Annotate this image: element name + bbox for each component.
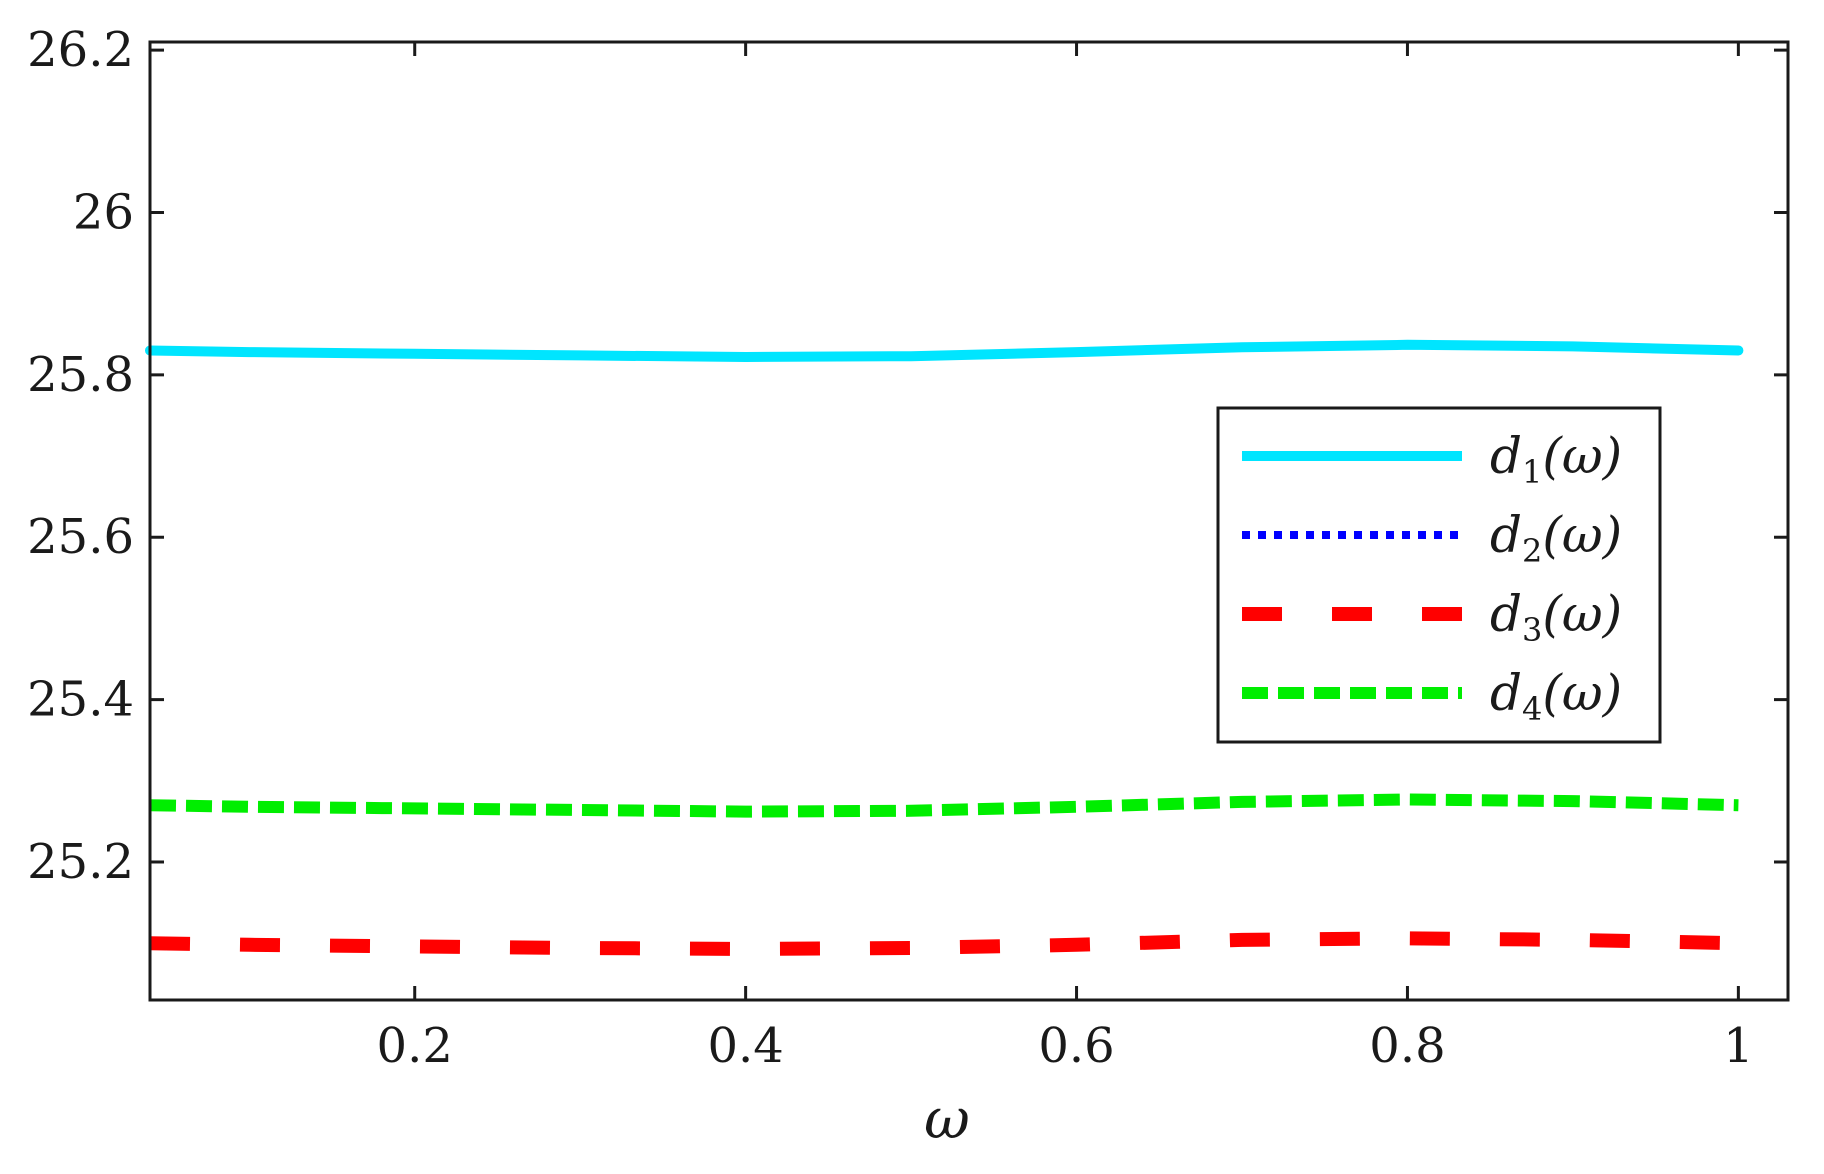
y-tick-label: 25.6 (27, 509, 134, 565)
series-line-d4 (149, 793, 1739, 818)
series-layer (145, 339, 1744, 956)
legend-label-argument: (ω) (1542, 506, 1622, 564)
legend-label-argument: (ω) (1542, 664, 1622, 722)
ticks-layer: 0.2 0.4 0.6 0.8 1 25.2 25.4 25.6 25.8 26 26.2 (27, 22, 1788, 1074)
legend: d1(ω)d2(ω)d3(ω)d4(ω) (1216, 406, 1662, 744)
legend-label-d3: d3(ω) (1490, 585, 1622, 649)
legend-label-subscript: 2 (1522, 532, 1542, 570)
y-tick-label: 26.2 (27, 22, 134, 78)
legend-label-subscript: 3 (1522, 611, 1542, 649)
y-tick-label: 25.2 (27, 834, 134, 890)
legend-label-d1: d1(ω) (1490, 427, 1622, 491)
series-line-d1 (145, 339, 1744, 362)
legend-box (1216, 406, 1662, 744)
x-tick-label: 0.2 (377, 1018, 453, 1074)
x-tick-label: 0.8 (1369, 1018, 1445, 1074)
legend-label-subscript: 4 (1522, 690, 1542, 728)
series-line-d3 (149, 931, 1739, 956)
legend-label-base: d (1490, 585, 1522, 643)
legend-label-subscript: 1 (1522, 453, 1542, 491)
legend-label-base: d (1490, 664, 1522, 722)
y-tick-label: 26 (73, 184, 134, 240)
x-tick-label: 0.6 (1038, 1018, 1114, 1074)
plot-frame (148, 40, 1790, 1002)
legend-label-d4: d4(ω) (1490, 664, 1622, 728)
legend-label-argument: (ω) (1542, 585, 1622, 643)
legend-label-argument: (ω) (1542, 427, 1622, 485)
legend-label-base: d (1490, 506, 1522, 564)
y-tick-label: 25.4 (27, 672, 134, 728)
x-axis-label: ω (924, 1087, 970, 1152)
legend-label-base: d (1490, 427, 1522, 485)
y-tick-label: 25.8 (27, 347, 134, 403)
legend-label-d2: d2(ω) (1490, 506, 1622, 570)
x-tick-label: 1 (1723, 1018, 1754, 1074)
x-tick-label: 0.4 (707, 1018, 783, 1074)
